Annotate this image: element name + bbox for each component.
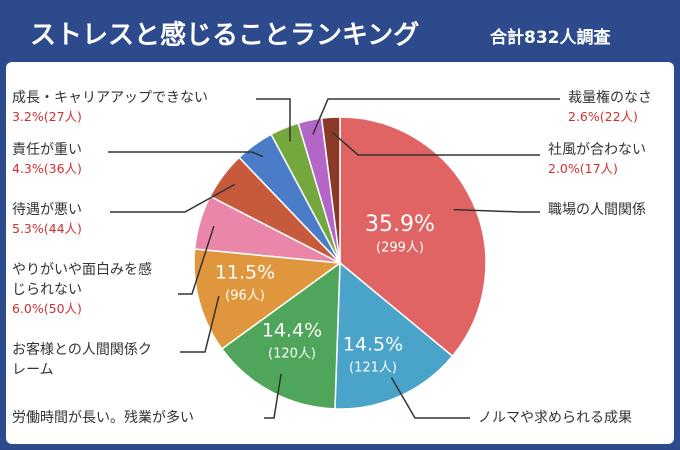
count-label: (120人): [268, 347, 316, 362]
percent-row: 3.2%(27人): [12, 108, 208, 125]
value-label: 35.9%: [365, 212, 435, 237]
count-label: (96人): [225, 289, 265, 304]
value-label: 2.0%: [548, 161, 580, 176]
value-label: 11.5%: [215, 262, 275, 284]
count-label: (36人): [43, 161, 82, 176]
category-text: 責任が重い: [12, 142, 82, 158]
leader-line: [312, 98, 560, 135]
category-label: お客様との人間関係クレーム: [12, 340, 152, 380]
percent-row: 4.3%(36人): [12, 160, 82, 177]
pie-slice: [339, 116, 487, 358]
percent-row: 5.3%(44人): [12, 220, 82, 237]
percent-row: 2.6%(22人): [568, 108, 652, 125]
category-text: 職場の人間関係: [548, 202, 646, 218]
leader-line: [110, 183, 236, 213]
pie-slice: [320, 116, 341, 264]
leader-line: [331, 131, 540, 156]
pie-slice: [193, 248, 343, 350]
value-label: 4.3%: [12, 161, 44, 176]
leader-line: [453, 208, 540, 213]
category-label: 成長・キャリアアップできない 3.2%(27人): [12, 88, 208, 125]
category-label: 裁量権のなさ 2.6%(22人): [568, 88, 652, 125]
chart-title: ストレスと感じることランキング: [30, 21, 419, 51]
value-label: 14.5%: [343, 334, 403, 356]
category-text: 待遇が悪い: [12, 202, 82, 218]
pie-slice: [334, 261, 454, 410]
count-label: (17人): [579, 161, 618, 176]
value-label: 14.4%: [262, 320, 322, 342]
count-label: (50人): [43, 301, 82, 316]
leader-line: [180, 295, 220, 353]
count-label: (299人): [376, 241, 424, 256]
count-label: (44人): [43, 221, 82, 236]
count-label: (121人): [349, 361, 397, 376]
category-text: 裁量権のなさ: [568, 90, 652, 106]
value-label: 5.3%: [12, 221, 44, 236]
count-label: (27人): [43, 109, 82, 124]
percent-row: 2.0%(17人): [548, 160, 646, 177]
value-label: 2.6%: [568, 109, 600, 124]
category-label: やりがいや面白みを感じられない 6.0%(50人): [12, 260, 152, 317]
count-label: (22人): [599, 109, 638, 124]
category-label: 社風が合わない 2.0%(17人): [548, 140, 646, 177]
value-label: 6.0%: [12, 301, 44, 316]
category-label: 責任が重い 4.3%(36人): [12, 140, 82, 177]
category-text: 労働時間が長い。残業が多い: [12, 410, 194, 426]
category-text: 社風が合わない: [548, 142, 646, 158]
leader-line: [256, 98, 291, 142]
category-label: 職場の人間関係: [548, 200, 646, 220]
leader-line: [390, 377, 470, 419]
category-text: 成長・キャリアアップできない: [12, 90, 208, 106]
leader-line: [108, 151, 264, 158]
leader-line: [264, 373, 282, 419]
chart-subtitle: 合計832人調査: [490, 27, 611, 48]
category-text: ノルマや求められる成果: [478, 410, 632, 426]
category-label: 待遇が悪い 5.3%(44人): [12, 200, 82, 237]
percent-row: 6.0%(50人): [12, 300, 152, 317]
value-label: 3.2%: [12, 109, 44, 124]
pie-slice: [220, 261, 341, 410]
category-label: ノルマや求められる成果: [478, 408, 632, 428]
leader-line: [178, 225, 215, 295]
category-text: お客様との人間関係クレーム: [12, 342, 152, 378]
category-label: 労働時間が長い。残業が多い: [12, 408, 194, 428]
category-text: やりがいや面白みを感じられない: [12, 262, 152, 298]
